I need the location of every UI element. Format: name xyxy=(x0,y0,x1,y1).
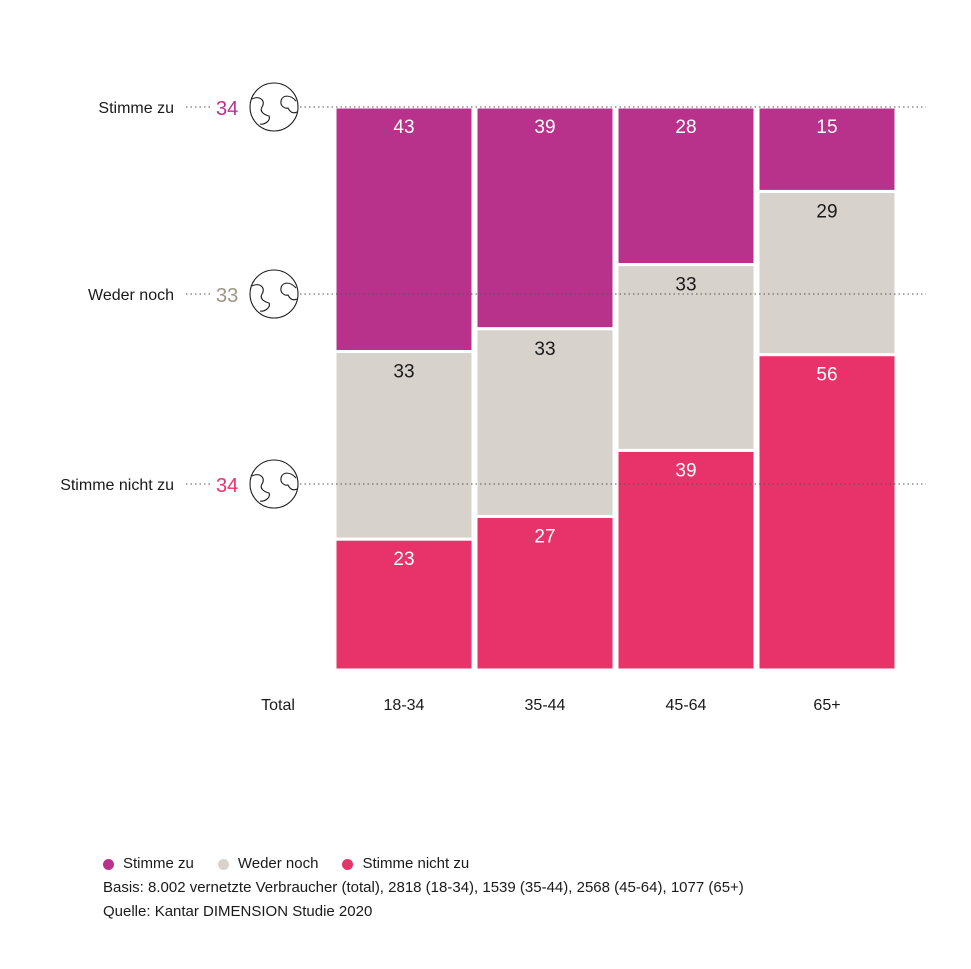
bar-18-34-stimme-zu xyxy=(333,105,475,354)
bar-35-44-stimme-nicht-zu xyxy=(474,514,616,672)
data-label-35-44-stimme-nicht-zu: 27 xyxy=(534,526,555,547)
total-label-stimme-zu: Stimme zu xyxy=(98,100,174,117)
legend: Stimme zu Weder noch Stimme nicht zu xyxy=(103,852,744,876)
bar-18-34-weder-noch xyxy=(333,350,475,541)
legend-item-stimme-nicht-zu: Stimme nicht zu xyxy=(342,852,469,876)
x-tick-label-35-44: 35-44 xyxy=(525,697,566,714)
globe-continent-east xyxy=(280,282,298,301)
data-label-18-34-stimme-nicht-zu: 23 xyxy=(393,549,414,570)
data-label-65plus-weder-noch: 29 xyxy=(816,201,837,222)
bar-45-64-weder-noch xyxy=(615,263,757,452)
stacked-bar-chart: 43 33 23 18-34 39 33 27 35-44 28 33 39 45-64 15 29 56 6… xyxy=(60,82,926,714)
globe-continent-west xyxy=(251,474,270,502)
data-label-45-64-stimme-zu: 28 xyxy=(675,117,696,138)
legend-label-stimme-zu: Stimme zu xyxy=(123,855,194,872)
legend-item-weder-noch: Weder noch xyxy=(217,852,319,876)
legend-item-stimme-zu: Stimme zu xyxy=(103,852,194,876)
bar-35-44-weder-noch xyxy=(474,327,616,518)
chart-footer: Stimme zu Weder noch Stimme nicht zu Bas… xyxy=(103,852,744,924)
basis-note: Basis: 8.002 vernetzte Verbraucher (tota… xyxy=(103,879,744,896)
globe-icon xyxy=(249,459,299,509)
data-label-35-44-stimme-zu: 39 xyxy=(534,117,555,138)
globe-icon xyxy=(249,269,299,319)
data-label-45-64-stimme-nicht-zu: 39 xyxy=(675,460,696,481)
legend-swatch-stimme-zu xyxy=(103,858,114,870)
globe-continent-east xyxy=(280,472,298,491)
x-tick-label-18-34: 18-34 xyxy=(384,697,425,714)
legend-swatch-stimme-nicht-zu xyxy=(342,858,354,870)
data-label-18-34-weder-noch: 33 xyxy=(393,362,414,383)
data-label-65plus-stimme-nicht-zu: 56 xyxy=(816,365,837,386)
total-label-weder-noch: Weder noch xyxy=(88,287,174,304)
globe-icon xyxy=(249,82,299,132)
data-label-45-64-weder-noch: 33 xyxy=(675,275,696,296)
legend-label-stimme-nicht-zu: Stimme nicht zu xyxy=(362,855,470,872)
x-tick-label-65plus: 65+ xyxy=(813,697,840,714)
data-label-18-34-stimme-zu: 43 xyxy=(393,117,414,138)
total-value-stimme-nicht-zu: 34 xyxy=(216,475,238,497)
bar-35-44-stimme-zu xyxy=(474,105,616,331)
total-label-stimme-nicht-zu: Stimme nicht zu xyxy=(60,477,174,494)
total-value-weder-noch: 33 xyxy=(216,285,238,307)
x-tick-label-total: Total xyxy=(261,697,295,714)
legend-label-weder-noch: Weder noch xyxy=(237,855,319,872)
globe-continent-west xyxy=(251,284,270,312)
globe-continent-east xyxy=(280,95,298,114)
x-tick-label-45-64: 45-64 xyxy=(666,697,707,714)
bar-65plus-weder-noch xyxy=(756,189,898,357)
bar-18-34-stimme-nicht-zu xyxy=(333,537,475,672)
total-value-stimme-zu: 34 xyxy=(216,98,238,120)
data-label-35-44-weder-noch: 33 xyxy=(534,339,555,360)
legend-swatch-weder-noch xyxy=(217,858,229,870)
source-note: Quelle: Kantar DIMENSION Studie 2020 xyxy=(103,903,373,920)
data-label-65plus-stimme-zu: 15 xyxy=(816,117,837,138)
globe-continent-west xyxy=(251,97,270,125)
bar-45-64-stimme-nicht-zu xyxy=(615,448,757,672)
bar-65plus-stimme-nicht-zu xyxy=(756,353,898,672)
